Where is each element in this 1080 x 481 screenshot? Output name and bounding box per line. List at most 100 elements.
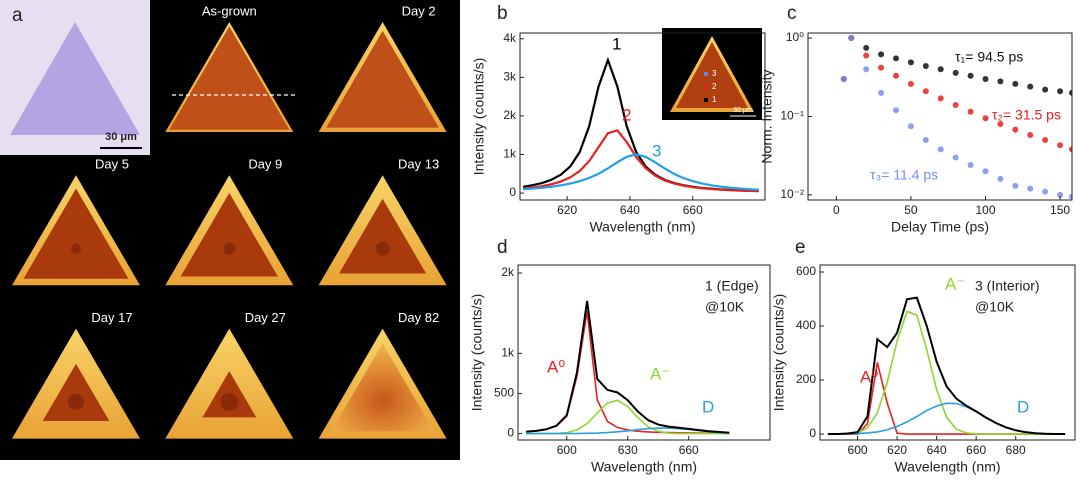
plot-area (840, 35, 1072, 200)
inset-label: 2 (712, 82, 717, 91)
flake-center (71, 243, 81, 254)
x-tick-label: 680 (1006, 443, 1026, 457)
y-tick-label: 3k (503, 70, 517, 84)
y-axis-title: Norm. Intensity (759, 69, 775, 163)
panel-label: a (12, 5, 23, 26)
series-label: τ₂= 31.5 ps (992, 107, 1061, 123)
point (1027, 185, 1034, 192)
point (893, 72, 899, 79)
point (1042, 86, 1049, 93)
annotation: @10K (975, 299, 1015, 315)
point (922, 63, 929, 70)
x-tick-label: 660 (683, 203, 703, 217)
point (907, 59, 914, 66)
x-tick-label: 620 (887, 443, 907, 457)
flake-center (68, 393, 84, 410)
series-label: 3 (652, 141, 661, 160)
x-tick-label: 0 (833, 203, 840, 217)
point (1069, 193, 1072, 200)
plot-frame (519, 32, 766, 201)
point (1057, 142, 1064, 149)
inset-label: 1 (712, 95, 717, 104)
tile-label: Day 13 (398, 157, 439, 172)
y-tick-label: 200 (796, 372, 816, 386)
point (1057, 191, 1064, 198)
x-tick-label: 640 (620, 203, 640, 217)
flake-center (220, 392, 239, 411)
x-tick-label: 630 (618, 443, 638, 457)
point (878, 89, 885, 96)
x-tick-label: 640 (927, 443, 947, 457)
panel-label: c (787, 3, 797, 24)
point (893, 107, 899, 114)
annotation: 3 (Interior) (975, 278, 1040, 294)
tile-label: Day 27 (245, 310, 286, 325)
point (907, 80, 914, 87)
annotation: @10K (705, 299, 745, 315)
flake-core (331, 343, 434, 432)
inset-label: 3 (712, 69, 717, 78)
point (907, 123, 914, 130)
plot-area (827, 296, 1066, 436)
x-axis-title: Wavelength (nm) (894, 459, 1000, 475)
inset-point (704, 72, 708, 76)
point (1057, 88, 1064, 95)
x-tick-label: 620 (557, 203, 577, 217)
plot-area (526, 300, 730, 435)
flake-core (326, 30, 439, 128)
series-label: 1 (612, 34, 621, 53)
point (982, 76, 989, 83)
y-tick-label: 400 (796, 318, 816, 332)
plot-area (522, 56, 759, 193)
plot-frame (819, 264, 1076, 441)
line (827, 310, 1066, 435)
point (1012, 182, 1019, 189)
point (848, 35, 855, 42)
series-label: A⁰ (860, 367, 878, 386)
point (997, 78, 1004, 85)
flake-center (223, 242, 236, 255)
point (952, 154, 959, 161)
inset-point (704, 98, 708, 102)
panel-label: d (497, 237, 508, 258)
y-tick-label: 2k (501, 265, 515, 279)
plot-frame (807, 32, 1073, 201)
series-label: D (702, 397, 714, 416)
x-tick-label: 50 (904, 203, 918, 217)
point (997, 121, 1004, 128)
point (922, 88, 929, 95)
line (523, 153, 759, 191)
y-tick-label: 10⁰ (786, 30, 804, 44)
plot-frame (517, 264, 771, 441)
x-tick-label: 100 (975, 203, 995, 217)
point (937, 146, 944, 153)
y-tick-label: 10⁻¹ (780, 109, 804, 123)
y-tick-label: 4k (503, 31, 517, 45)
flake-core (339, 198, 427, 274)
point (937, 66, 944, 73)
point (1012, 80, 1019, 87)
point (967, 72, 974, 79)
y-axis-title: Intensity (counts/s) (771, 294, 787, 412)
series-label: A⁻ (650, 364, 670, 383)
point (967, 108, 974, 115)
x-tick-label: 660 (679, 443, 699, 457)
y-tick-label: 0 (809, 426, 816, 440)
point (863, 52, 870, 59)
point (997, 175, 1004, 182)
point (1027, 83, 1034, 90)
annotation: 1 (Edge) (705, 278, 759, 294)
point (922, 137, 929, 144)
tile-label: Day 2 (402, 3, 436, 18)
y-tick-label: 1k (503, 147, 517, 161)
point (982, 115, 989, 122)
tile-label: Day 5 (95, 157, 129, 172)
tiles: As-grown Day 2 Day 5 Day 9 Day 13 Day 17 Day 2… (12, 3, 447, 439)
y-tick-label: 500 (494, 386, 514, 400)
flake-core (42, 363, 110, 421)
x-tick-label: 660 (966, 443, 986, 457)
tile-label: As-grown (202, 3, 257, 18)
line (526, 300, 730, 434)
point (878, 51, 885, 58)
